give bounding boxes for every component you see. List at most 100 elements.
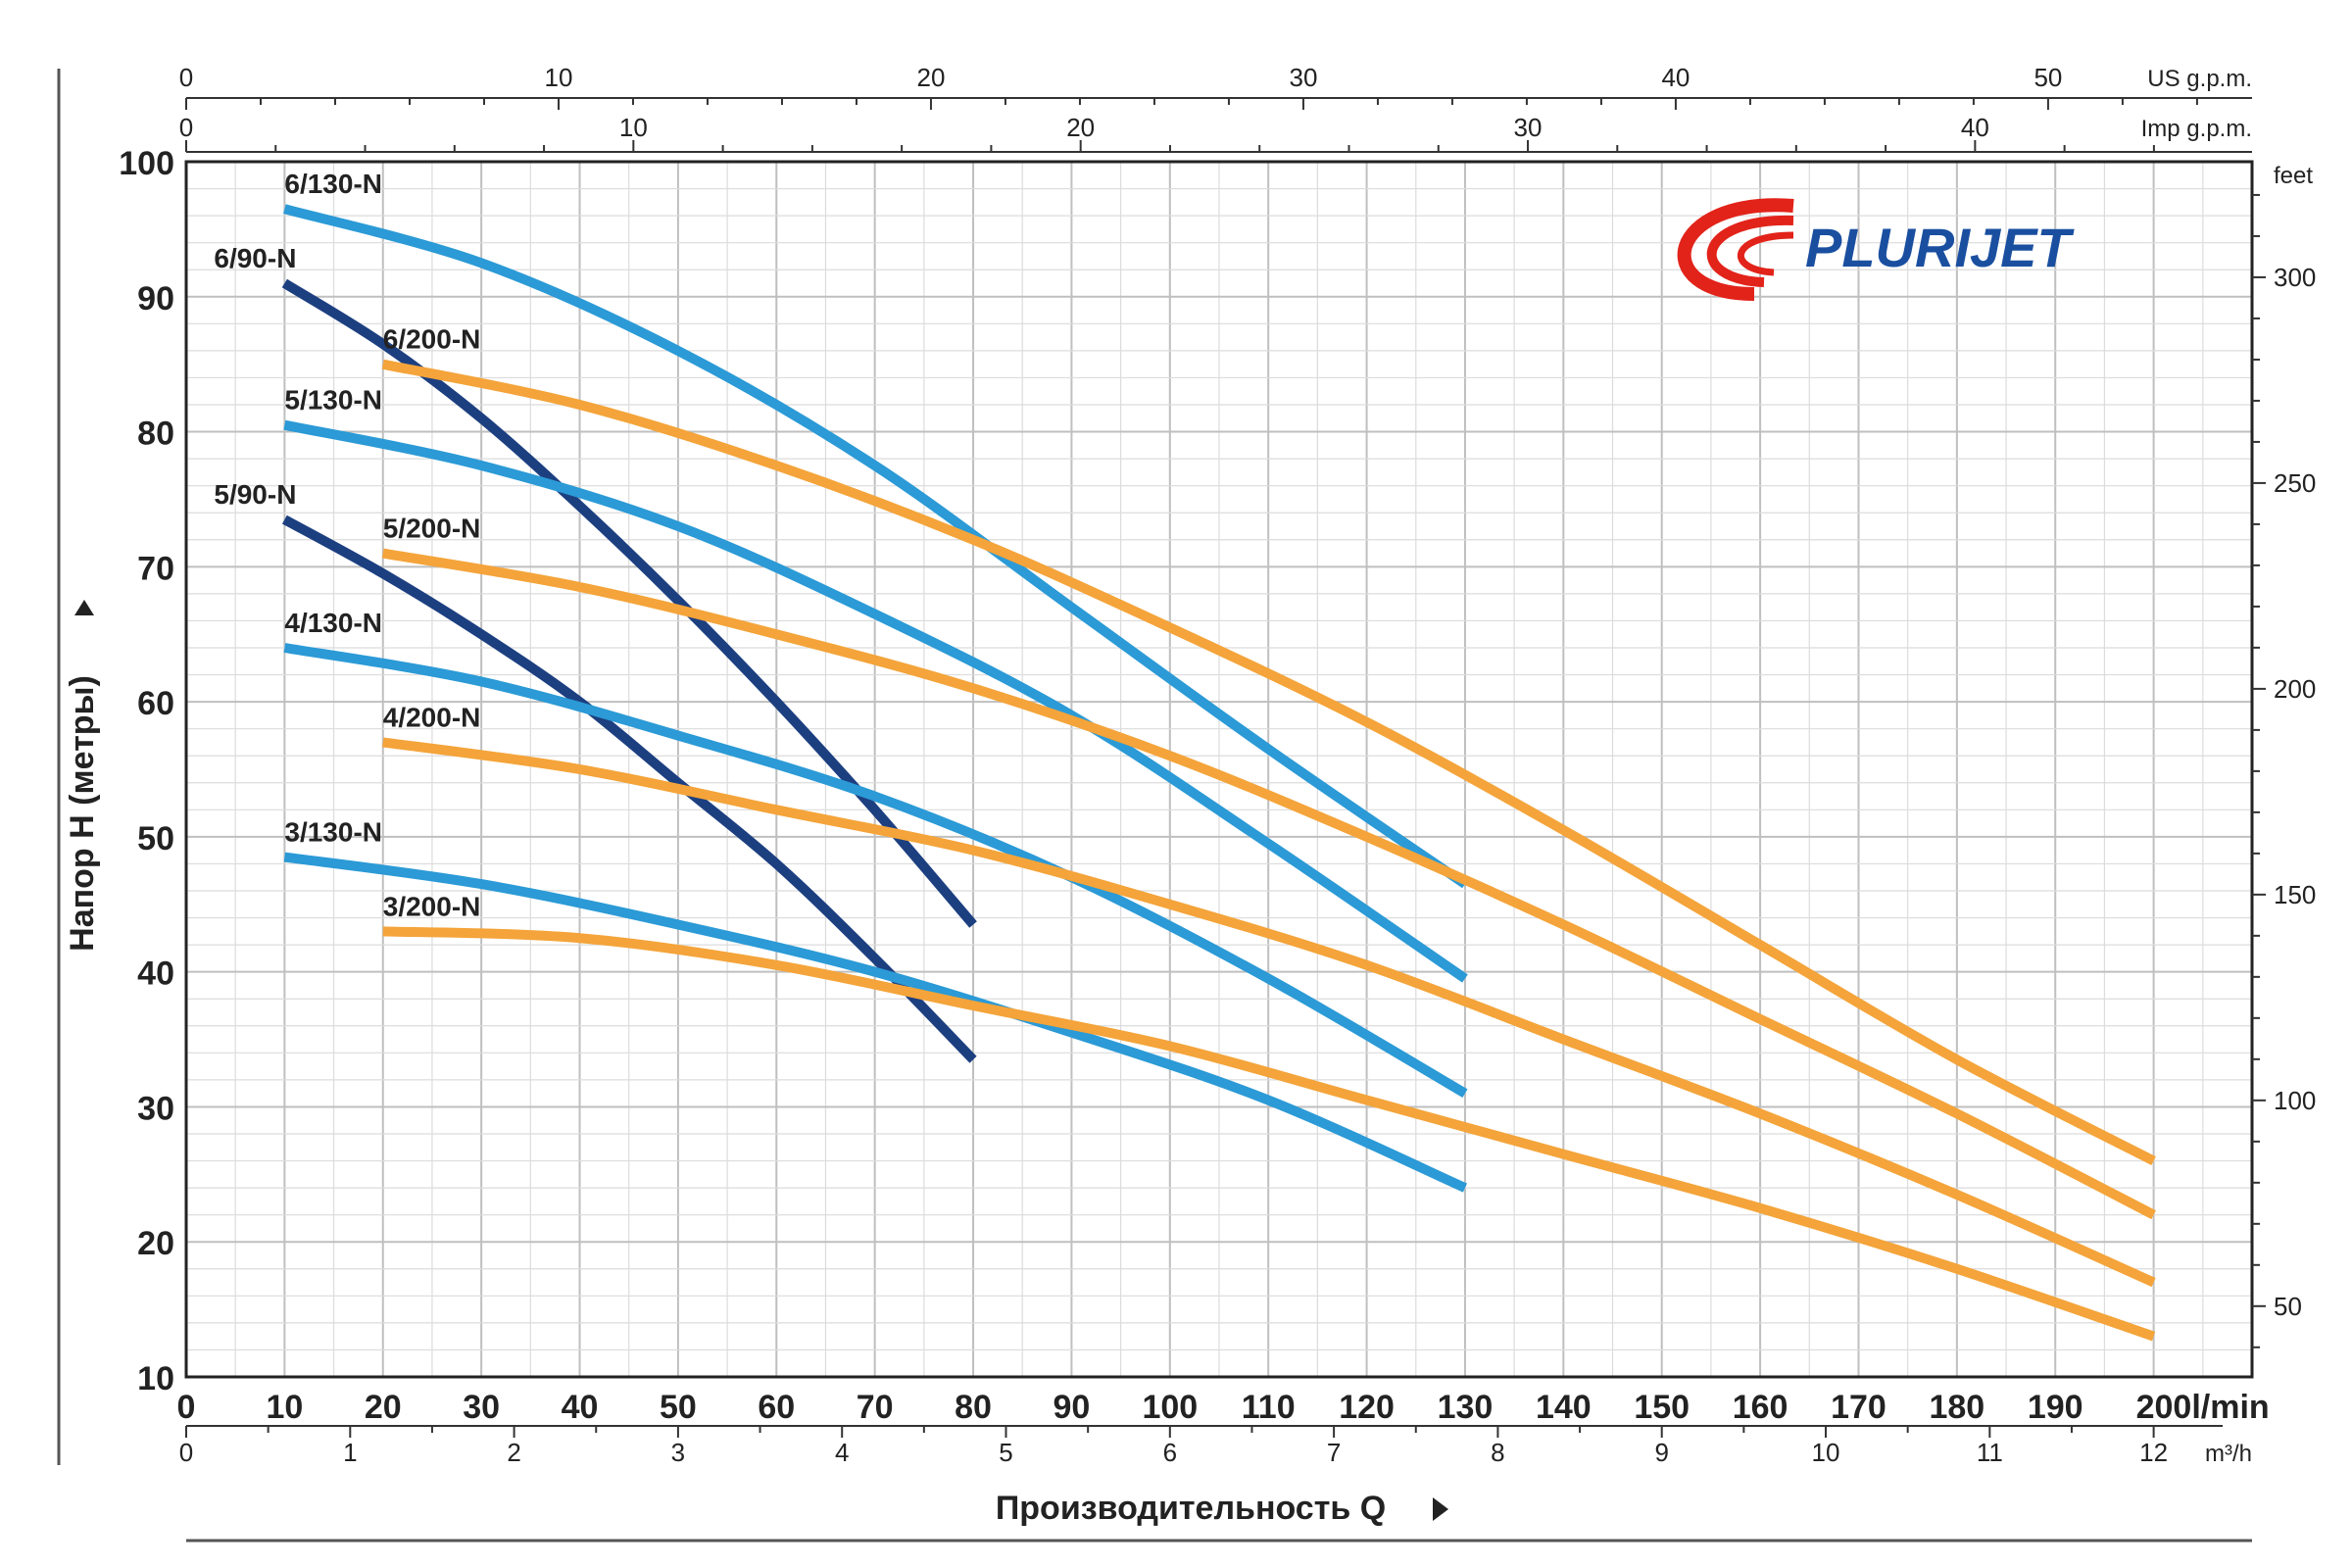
x-tick-label: 90: [1054, 1389, 1091, 1426]
y-tick-label: 70: [137, 550, 174, 587]
feet-tick-label: 200: [2274, 674, 2316, 704]
imp-gpm-tick-label: 30: [1514, 113, 1543, 142]
series-line-5-90-N: [281, 514, 977, 1063]
y-tick-label: 100: [119, 145, 174, 182]
logo-swoosh-icon: [1677, 198, 1794, 301]
y-tick-label: 30: [137, 1090, 174, 1127]
series-line-4-130-N: [283, 643, 1468, 1098]
us-gpm-tick-label: 20: [917, 63, 946, 92]
y-axis-title-text: Напор H (метры): [64, 675, 101, 952]
m3h-tick-label: 11: [1977, 1438, 2003, 1467]
series-labels: 6/130-N 6/90-N 6/200-N5/130-N 5/90-N 5/200-N…: [214, 169, 480, 921]
series-line-6-130-N: [283, 204, 1468, 889]
m3h-tick-label: 8: [1491, 1438, 1504, 1467]
m3h-tick-label: 12: [2139, 1438, 2168, 1467]
feet-tick-label: 300: [2274, 263, 2316, 292]
m3h-tick-label: 10: [1812, 1438, 1840, 1467]
us-gpm-tick-label: 10: [545, 63, 573, 92]
x-tick-label: 150: [1634, 1389, 1690, 1426]
x-axis-arrow-icon: [1433, 1497, 1448, 1521]
x-tick-label: 60: [758, 1389, 795, 1426]
x-tick-label: 10: [266, 1389, 303, 1426]
x-tick-label: 120: [1339, 1389, 1395, 1426]
m3h-tick-label: 6: [1163, 1438, 1177, 1467]
x-axis-title: Производительность Q: [996, 1490, 1448, 1527]
series-label: 4/130-N: [284, 608, 382, 638]
m3h-tick-label: 2: [507, 1438, 520, 1467]
x-tick-label: 20: [365, 1389, 402, 1426]
series-line-3-130-N: [283, 852, 1467, 1193]
series-label: 4/200-N: [383, 702, 481, 732]
x-tick-label: 70: [857, 1389, 894, 1426]
feet-axis-label: feet: [2274, 163, 2313, 189]
m3h-tick-label: 0: [179, 1438, 193, 1467]
y-tick-label: 60: [137, 685, 174, 722]
x-tick-label: 40: [562, 1389, 599, 1426]
logo-text: PLURIJET: [1805, 217, 2075, 278]
series-line-5-200-N: [381, 548, 2156, 1220]
series-label: 3/200-N: [383, 891, 481, 921]
x-tick-label: 80: [955, 1389, 992, 1426]
y-tick-label: 40: [137, 956, 174, 993]
imp-gpm-axis-label: Imp g.p.m.: [2141, 116, 2252, 142]
series-label: 5/200-N: [383, 514, 481, 544]
feet-tick-label: 100: [2274, 1086, 2316, 1115]
m3h-axis-label: m³/h: [2205, 1441, 2252, 1467]
x-tick-label: 100: [1142, 1389, 1198, 1426]
x-tick-label: 30: [463, 1389, 500, 1426]
x-tick-label: 50: [660, 1389, 697, 1426]
us-gpm-axis-label: US g.p.m.: [2147, 66, 2252, 92]
x-tick-label: 130: [1438, 1389, 1494, 1426]
series-label: 5/130-N: [284, 385, 382, 416]
feet-tick-label: 150: [2274, 880, 2316, 909]
x-tick-label: 200l/min: [2136, 1389, 2270, 1426]
plot-frame: [184, 160, 2254, 1379]
imp-gpm-tick-label: 20: [1066, 113, 1095, 142]
m3h-tick-label: 9: [1654, 1438, 1668, 1467]
us-gpm-tick-label: 50: [2034, 63, 2062, 92]
series-line-5-130-N: [283, 419, 1468, 983]
m3h-tick-label: 1: [343, 1438, 357, 1467]
x-tick-label: 140: [1536, 1389, 1592, 1426]
x-axis-title-text: Производительность Q: [996, 1490, 1386, 1527]
feet-tick-label: 50: [2274, 1292, 2302, 1321]
m3h-tick-label: 5: [999, 1438, 1012, 1467]
us-gpm-tick-label: 30: [1289, 63, 1317, 92]
feet-tick-label: 250: [2274, 468, 2316, 498]
series-label: 6/200-N: [383, 324, 481, 355]
series-line-6-200-N: [381, 359, 2156, 1166]
series-label: 5/90-N: [214, 479, 296, 510]
grid: [185, 161, 2253, 1378]
logo: PLURIJET: [1677, 198, 2075, 301]
series-label: 6/90-N: [214, 243, 296, 273]
y-tick-label: 90: [137, 280, 174, 318]
m3h-tick-label: 4: [835, 1438, 849, 1467]
x-tick-label: 170: [1831, 1389, 1886, 1426]
imp-gpm-tick-label: 0: [179, 113, 193, 142]
series-label: 6/130-N: [284, 169, 382, 199]
series-line-6-90-N: [281, 278, 977, 928]
m3h-tick-label: 7: [1327, 1438, 1341, 1467]
m3h-tick-label: 3: [671, 1438, 685, 1467]
y-tick-label: 10: [137, 1360, 174, 1397]
us-gpm-tick-label: 40: [1661, 63, 1690, 92]
x-tick-label: 160: [1733, 1389, 1788, 1426]
y-tick-label: 20: [137, 1225, 174, 1262]
y-tick-label: 80: [137, 416, 174, 453]
us-gpm-tick-label: 0: [179, 63, 193, 92]
x-tick-label: 190: [2028, 1389, 2083, 1426]
series-line-3-200-N: [382, 926, 2156, 1342]
x-tick-label: 180: [1929, 1389, 1984, 1426]
series-line-4-200-N: [382, 737, 2156, 1288]
y-tick-label: 50: [137, 820, 174, 858]
x-tick-label: 110: [1242, 1389, 1296, 1426]
imp-gpm-tick-label: 10: [619, 113, 648, 142]
x-tick-label: 0: [177, 1389, 196, 1426]
series-lines: [281, 204, 2156, 1342]
imp-gpm-tick-label: 40: [1961, 113, 1989, 142]
y-axis-arrow-icon: [74, 600, 94, 615]
y-axis-title: Напор H (метры): [64, 600, 101, 952]
series-label: 3/130-N: [284, 817, 382, 848]
